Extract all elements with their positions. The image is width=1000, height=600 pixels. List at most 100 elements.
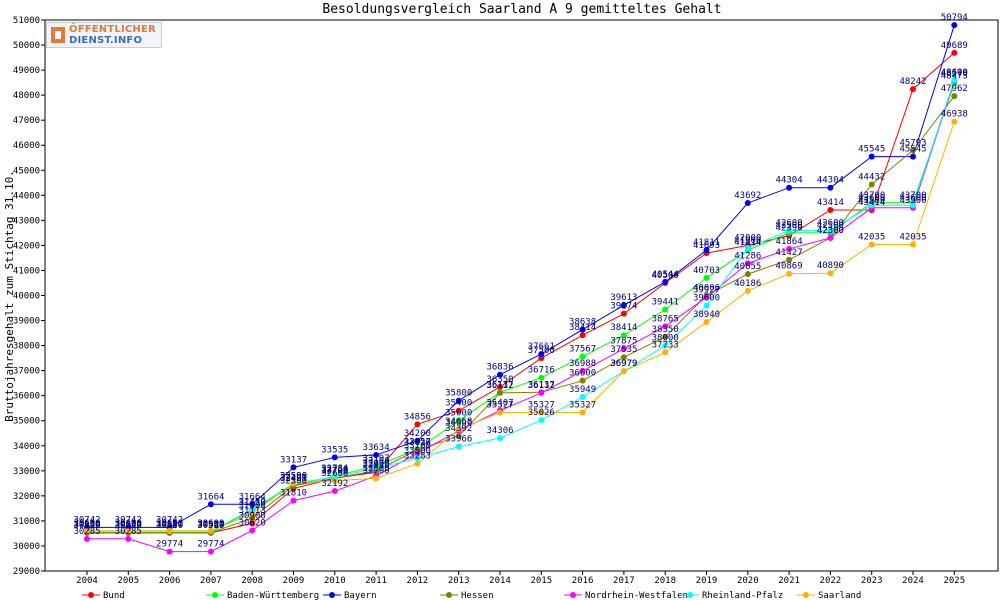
data-label: 33700 bbox=[404, 441, 431, 451]
y-tick-label: 34000 bbox=[13, 442, 40, 452]
data-label: 35407 bbox=[486, 399, 513, 409]
data-label: 45545 bbox=[858, 145, 885, 155]
series-line-saarland bbox=[87, 121, 955, 532]
data-label: 43500 bbox=[858, 196, 885, 206]
data-label: 33197 bbox=[363, 454, 390, 464]
data-label: 36137 bbox=[486, 380, 513, 390]
data-point-baden-w-rttemberg bbox=[703, 274, 710, 281]
data-point-saarland bbox=[910, 241, 916, 248]
data-point-bayern bbox=[331, 454, 338, 461]
legend-label: Bayern bbox=[344, 591, 377, 600]
data-label: 36836 bbox=[486, 363, 513, 373]
data-point-saarland bbox=[207, 527, 214, 534]
data-point-bund bbox=[620, 310, 627, 317]
data-label: 42600 bbox=[817, 218, 844, 228]
data-point-rheinland-pfalz bbox=[703, 302, 710, 309]
data-point-hessen bbox=[455, 432, 462, 439]
data-label: 42035 bbox=[899, 233, 926, 243]
data-point-bayern bbox=[620, 302, 627, 309]
data-label: 40869 bbox=[776, 262, 803, 272]
x-tick-label: 2013 bbox=[448, 576, 470, 586]
data-label: 32784 bbox=[321, 464, 348, 474]
data-point-bayern bbox=[868, 153, 875, 160]
data-label: 33966 bbox=[445, 435, 472, 445]
data-label: 32750 bbox=[321, 465, 348, 475]
data-point-bayern bbox=[703, 247, 710, 254]
data-point-hessen bbox=[786, 256, 793, 263]
data-point-bayern bbox=[910, 153, 916, 160]
data-label: 30600 bbox=[73, 519, 100, 529]
data-point-bund bbox=[579, 332, 586, 339]
data-point-bund bbox=[827, 206, 834, 213]
data-point-nordrhein-westfalen bbox=[662, 323, 669, 330]
data-label: 36112 bbox=[528, 381, 555, 391]
data-label: 30600 bbox=[197, 519, 224, 529]
data-label: 39600 bbox=[693, 294, 720, 304]
data-point-hessen bbox=[249, 515, 256, 522]
data-label: 41693 bbox=[693, 241, 720, 251]
data-label: 42390 bbox=[776, 224, 803, 234]
data-label: 31430 bbox=[239, 498, 266, 508]
series-line-hessen bbox=[87, 95, 955, 534]
data-point-saarland bbox=[744, 287, 751, 294]
series-line-rheinland-pfalz bbox=[87, 79, 955, 532]
data-point-hessen bbox=[910, 147, 916, 154]
x-tick-label: 2021 bbox=[778, 576, 800, 586]
legend-marker bbox=[329, 592, 335, 598]
data-label: 36350 bbox=[486, 375, 513, 385]
data-point-hessen bbox=[620, 354, 627, 361]
data-point-saarland bbox=[290, 480, 297, 487]
data-point-nordrhein-westfalen bbox=[166, 548, 173, 555]
legend-marker bbox=[687, 592, 693, 598]
data-label: 32421 bbox=[280, 473, 307, 483]
data-point-bund bbox=[455, 407, 462, 414]
data-point-saarland bbox=[84, 527, 90, 534]
data-label: 34392 bbox=[445, 424, 472, 434]
data-label: 31450 bbox=[239, 498, 266, 508]
data-label: 29774 bbox=[197, 540, 224, 550]
data-label: 41286 bbox=[734, 251, 761, 261]
x-tick-label: 2008 bbox=[241, 576, 263, 586]
data-label: 32500 bbox=[280, 471, 307, 481]
y-tick-label: 38000 bbox=[13, 342, 40, 352]
data-label: 29774 bbox=[156, 540, 183, 550]
legend-label: Hessen bbox=[461, 591, 494, 600]
x-tick-label: 2009 bbox=[283, 576, 305, 586]
data-label: 33137 bbox=[280, 455, 307, 465]
data-label: 33100 bbox=[363, 456, 390, 466]
data-label: 38350 bbox=[652, 325, 679, 335]
y-tick-label: 45000 bbox=[13, 166, 40, 176]
y-tick-label: 44000 bbox=[13, 191, 40, 201]
data-label: 41811 bbox=[693, 238, 720, 248]
data-point-bayern bbox=[207, 501, 214, 508]
data-label: 32700 bbox=[321, 466, 348, 476]
x-tick-label: 2023 bbox=[861, 576, 883, 586]
legend: Bund Baden-Württemberg Bayern Hessen Nordrhe… bbox=[82, 591, 861, 600]
data-label: 30530 bbox=[73, 521, 100, 531]
data-label: 36600 bbox=[569, 369, 596, 379]
data-label: 38000 bbox=[652, 334, 679, 344]
data-label: 39613 bbox=[610, 293, 637, 303]
data-label: 34600 bbox=[445, 419, 472, 429]
data-label: 34668 bbox=[445, 417, 472, 427]
data-label: 30600 bbox=[115, 519, 142, 529]
data-label: 36979 bbox=[610, 359, 637, 369]
data-label: 35800 bbox=[445, 389, 472, 399]
y-tick-label: 39000 bbox=[13, 317, 40, 327]
data-label: 35000 bbox=[445, 409, 472, 419]
data-point-nordrhein-westfalen bbox=[827, 234, 834, 241]
data-point-saarland bbox=[579, 409, 586, 416]
data-label: 48473 bbox=[941, 71, 968, 81]
data-point-rheinland-pfalz bbox=[786, 227, 793, 234]
data-point-rheinland-pfalz bbox=[455, 443, 462, 450]
logo-mark-icon bbox=[51, 27, 65, 43]
data-label: 36716 bbox=[528, 366, 555, 376]
data-label: 48600 bbox=[941, 68, 968, 78]
data-label: 48570 bbox=[941, 69, 968, 79]
data-point-saarland bbox=[497, 409, 503, 416]
data-label: 43414 bbox=[858, 198, 885, 208]
y-tick-label: 37000 bbox=[13, 367, 40, 377]
data-label: 41864 bbox=[776, 237, 803, 247]
legend-label: Nordrhein-Westfalen bbox=[585, 591, 688, 600]
